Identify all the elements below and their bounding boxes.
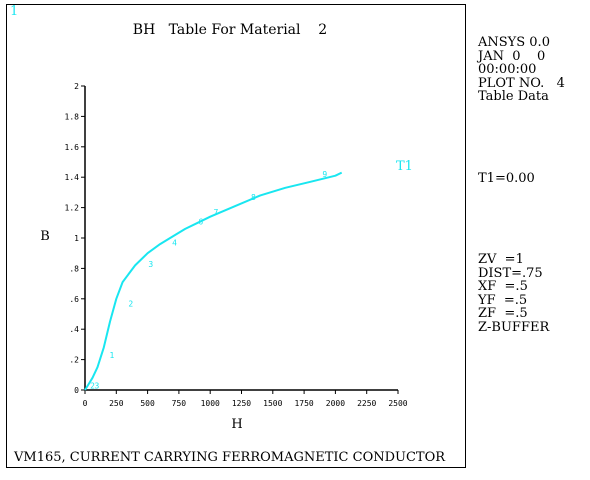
data-point-marker: 9: [322, 170, 327, 179]
x-tick-label: 2500: [388, 399, 407, 408]
x-tick-label: 1250: [232, 399, 251, 408]
y-tick-label: .6: [69, 295, 79, 304]
x-tick-label: 1750: [294, 399, 313, 408]
y-tick-label: 2: [74, 82, 79, 91]
info-panel: ANSYS 0.0 JAN 0 0 00:00:00 PLOT NO. 4 Table …: [478, 9, 565, 348]
info-line: JAN 0 0: [478, 48, 546, 64]
data-point-marker: 7: [213, 208, 218, 217]
data-point-marker: 4: [172, 239, 177, 248]
x-tick-label: 500: [140, 399, 155, 408]
bh-chart: 0 250 500 750 1000 1250 1500 1750 2000 2250 2500 0…: [40, 82, 413, 432]
info-line: Table Data: [478, 89, 549, 104]
x-ticks: 0 250 500 750 1000 1250 1500 1750 2000 2250 2500: [83, 390, 408, 408]
footer-title: VM165, CURRENT CARRYING FERROMAGNETIC CO…: [14, 450, 446, 465]
data-point-marker: 8: [251, 193, 256, 202]
y-tick-label: 1.6: [65, 143, 80, 152]
y-tick-label: 1.4: [65, 173, 80, 182]
data-point-marker: 6: [198, 217, 203, 226]
data-point-marker: 3: [148, 260, 153, 269]
y-ticks: 0 .2 .4 .6 .8 1 1.2 1.4 1.6 1.8 2: [65, 82, 85, 395]
y-tick-label: 0: [74, 386, 79, 395]
y-tick-label: .4: [69, 325, 79, 334]
x-axis-label: H: [231, 417, 242, 432]
info-line: ANSYS 0.0: [478, 35, 550, 50]
info-line: Z-BUFFER: [478, 319, 550, 335]
info-line: T1=0.00: [478, 170, 535, 186]
y-tick-label: 1.2: [65, 204, 80, 213]
x-tick-label: 250: [109, 399, 124, 408]
y-tick-label: 1: [74, 234, 79, 243]
plot-title: BH Table For Material 2: [132, 22, 328, 38]
x-tick-label: 0: [83, 399, 88, 408]
legend-series-t1: T1: [396, 159, 413, 174]
series-layer: [84, 171, 343, 391]
info-line: DIST=.75: [478, 265, 543, 281]
y-tick-label: 1.8: [65, 112, 80, 121]
info-line: 00:00:00: [478, 62, 537, 77]
info-line: XF =.5: [478, 279, 528, 294]
info-line: ZF =.5: [478, 306, 528, 321]
data-point-marker: 2: [90, 381, 95, 390]
data-point-marker: 3: [95, 381, 100, 390]
info-line: ZV =1: [478, 252, 524, 267]
info-time-block: T1=0.00: [478, 170, 565, 186]
data-point-marker: 2: [128, 299, 133, 308]
x-tick-label: 2250: [357, 399, 376, 408]
x-tick-label: 750: [172, 399, 187, 408]
window-number: 1: [10, 4, 19, 19]
info-line: YF =.5: [478, 292, 528, 308]
y-axis-label: B: [40, 229, 50, 244]
info-line: PLOT NO. 4: [478, 75, 565, 91]
info-view-block: ZV =1 DIST=.75 XF =.5 YF =.5 ZF =.5 Z-BUFFER: [478, 253, 565, 334]
chart-axes: [84, 86, 398, 391]
info-header-block: ANSYS 0.0 JAN 0 0 00:00:00 PLOT NO. 4 Table …: [478, 36, 565, 104]
y-tick-label: .8: [69, 264, 79, 273]
data-point-marker: 1: [110, 351, 115, 360]
y-tick-label: .2: [69, 356, 79, 365]
x-tick-label: 1000: [201, 399, 220, 408]
series-line-t1: [84, 171, 343, 391]
plot-frame: [6, 4, 466, 468]
x-tick-label: 1500: [263, 399, 282, 408]
x-tick-label: 2000: [326, 399, 345, 408]
